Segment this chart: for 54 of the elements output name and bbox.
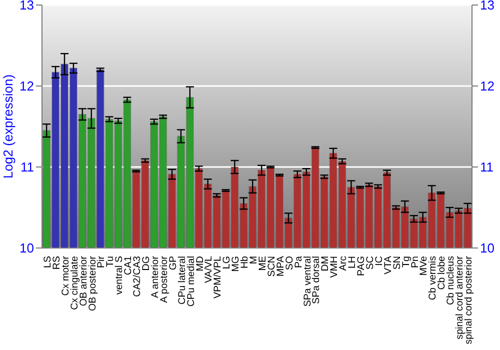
x-tick-label: CA1	[123, 256, 134, 276]
x-tick-label: LS	[42, 256, 54, 268]
x-tick-label: A posterior	[158, 255, 170, 303]
x-tick-label: spinal cord posterior	[464, 255, 475, 344]
x-tick-label: Tu	[105, 256, 116, 268]
y-tick-label: 13	[20, 0, 34, 13]
x-tick-label: Cx cingulate	[69, 255, 80, 310]
x-tick-label: LH	[347, 256, 358, 269]
x-tick-label: GP	[168, 256, 179, 270]
x-tick-label: DG	[141, 256, 152, 271]
x-tick-label: SN	[392, 256, 403, 270]
x-tick-label: SPa dorsal	[311, 256, 322, 304]
x-tick-label: Pn	[410, 256, 421, 268]
x-tick-label: MD	[194, 256, 206, 272]
x-tick-label: DM	[320, 256, 332, 272]
x-tick-label: LG	[222, 256, 233, 270]
x-tick-label: Cb lobe	[436, 255, 448, 290]
y2-tick-label: 11	[480, 160, 494, 175]
x-tick-label: M	[248, 256, 260, 264]
x-tick-label: CPu lateral	[176, 256, 188, 304]
x-tick-label: ventral S	[114, 256, 126, 295]
x-tick-label: ME	[257, 256, 268, 271]
x-tick-label: spinal cord anterior	[454, 255, 466, 340]
x-tick-label: CPu medial	[186, 256, 197, 307]
x-tick-label: OB posterior	[87, 255, 98, 311]
x-tick-label: SO	[284, 256, 296, 270]
x-tick-label: OB anterior	[78, 255, 90, 306]
y2-tick-label: 12	[480, 78, 494, 94]
x-tick-label: MPA	[275, 256, 286, 277]
y2-tick-label: 10	[480, 240, 494, 256]
x-tick-label: PAG	[356, 256, 368, 276]
x-tick-label: Pir	[96, 255, 108, 268]
x-tick-label: VA/VL	[204, 255, 215, 284]
x-tick-label: Cx motor	[60, 255, 72, 296]
x-tick-label: Pa	[293, 255, 304, 268]
x-tick-label: Hb	[240, 255, 251, 269]
x-tick-label: RS	[51, 256, 62, 270]
y2-tick-label: 13	[480, 0, 494, 13]
x-tick-label: MVe	[418, 255, 430, 276]
x-tick-label: IC	[374, 256, 385, 266]
x-tick-label: SCN	[266, 256, 278, 277]
x-tick-label: Cb nucleus	[446, 256, 457, 306]
x-tick-label: VTA	[382, 256, 394, 274]
x-tick-label: SC	[364, 256, 376, 270]
y-tick-label: 12	[20, 78, 34, 94]
x-tick-label: VMH	[329, 256, 340, 278]
x-tick-label: A anterior	[150, 255, 161, 298]
y-axis-title: Log2 (expression)	[0, 74, 16, 179]
x-tick-label: Arc	[338, 256, 350, 271]
x-tick-label: CA2/CA3	[132, 255, 144, 297]
y-tick-label: 10	[20, 240, 34, 256]
x-tick-label: VPM/VPL	[212, 255, 224, 298]
x-tick-label: Tg	[400, 256, 412, 268]
y-tick-label: 11	[20, 160, 34, 175]
